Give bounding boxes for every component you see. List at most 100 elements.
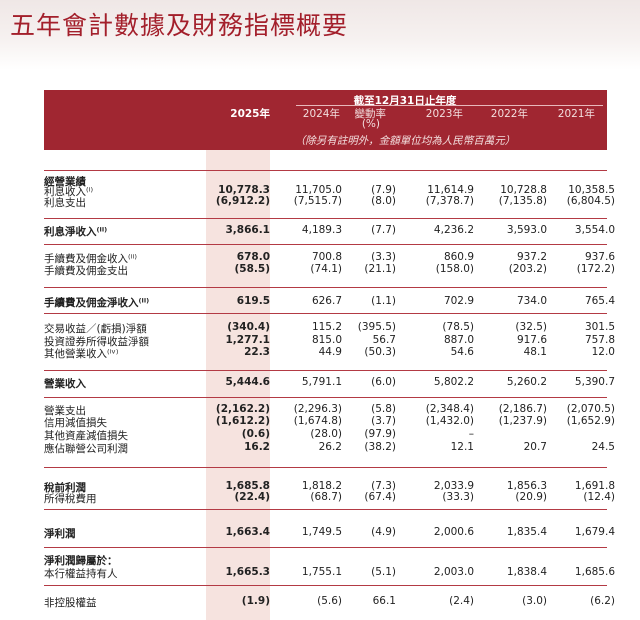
cell-value: (158.0)	[435, 263, 474, 275]
cell-value: 1,277.1	[225, 334, 270, 346]
row-separator	[44, 585, 607, 586]
cell-value: (2,348.4)	[425, 403, 474, 415]
cell-value: 2,003.0	[433, 566, 474, 578]
cell-value: 1,838.4	[506, 566, 547, 578]
cell-value: 24.5	[591, 441, 615, 453]
cell-value: (7.7)	[371, 224, 396, 236]
cell-value: 5,390.7	[574, 376, 615, 388]
row-label: 手續費及佣金支出	[44, 265, 128, 277]
table-row: 利息收入⁽ⁱ⁾ 10,778.3 11,705.0 (7.9) 11,614.9 10,7…	[44, 184, 615, 198]
header-background	[0, 0, 640, 70]
cell-value: 1,856.3	[506, 480, 547, 492]
cell-value: 1,749.5	[301, 526, 342, 538]
cell-value: (32.5)	[515, 321, 547, 333]
cell-value: 5,802.2	[433, 376, 474, 388]
cell-value: (1,612.2)	[215, 415, 270, 427]
cell-value: (8.0)	[371, 195, 396, 207]
cell-value: (1.1)	[371, 295, 396, 307]
cell-value: (74.1)	[310, 263, 342, 275]
table-row: 本行權益持有人 1,665.3 1,755.1 (5.1) 2,003.0 1,838.4…	[44, 566, 615, 580]
row-separator	[44, 547, 607, 548]
cell-value: (3.7)	[371, 415, 396, 427]
cell-value: 815.0	[311, 334, 342, 346]
cell-value: (6,912.2)	[215, 195, 270, 207]
cell-value: (58.5)	[234, 263, 270, 275]
cell-value: 12.0	[591, 346, 615, 358]
row-separator	[44, 397, 607, 398]
cell-value: 678.0	[236, 251, 270, 263]
table-row: 利息支出 (6,912.2) (7,515.7) (8.0) (7,378.7) (7,1…	[44, 195, 615, 209]
cell-value: (67.4)	[364, 491, 396, 503]
cell-value: (203.2)	[508, 263, 547, 275]
cell-value: (1,237.9)	[498, 415, 547, 427]
table-row: 手續費及佣金淨收入⁽ⁱⁱ⁾ 619.5 626.7 (1.1) 702.9 734.0 76…	[44, 295, 615, 309]
row-separator	[44, 244, 607, 245]
cell-value: 702.9	[443, 295, 474, 307]
cell-value: 16.2	[244, 441, 270, 453]
cell-value: (97.9)	[364, 428, 396, 440]
cell-value: (7,515.7)	[293, 195, 342, 207]
change-rate-header: 變動率	[354, 108, 387, 120]
table-row: 稅前利潤 1,685.8 1,818.2 (7.3) 2,033.9 1,856.3 1,6…	[44, 480, 615, 494]
cell-value: 3,866.1	[225, 224, 270, 236]
cell-value: 4,189.3	[301, 224, 342, 236]
table-row: 非控股權益 (1.9) (5.6) 66.1 (2.4) (3.0) (6.2)	[44, 595, 615, 609]
cell-value: (20.9)	[515, 491, 547, 503]
cell-value: 626.7	[311, 295, 342, 307]
row-label: 其他營業收入⁽ⁱᵛ⁾	[44, 348, 119, 360]
year-header-2024: 2024年	[302, 108, 340, 120]
cell-value: 1,818.2	[301, 480, 342, 492]
cell-value: (33.3)	[442, 491, 474, 503]
cell-value: (1,652.9)	[566, 415, 615, 427]
row-label: 應佔聯營公司利潤	[44, 443, 128, 455]
cell-value: 1,685.6	[574, 566, 615, 578]
cell-value: 10,358.5	[568, 184, 615, 196]
cell-value: (78.5)	[442, 321, 474, 333]
cell-value: (5.1)	[371, 566, 396, 578]
cell-value: 700.8	[311, 251, 342, 263]
cell-value: (2.4)	[449, 595, 474, 607]
row-separator	[44, 218, 607, 219]
cell-value: 20.7	[523, 441, 547, 453]
row-separator	[44, 287, 607, 288]
year-header-2022: 2022年	[490, 108, 528, 120]
row-label: 交易收益／(虧損)淨額	[44, 323, 147, 335]
cell-value: (2,070.5)	[566, 403, 615, 415]
cell-value: 56.7	[372, 334, 396, 346]
cell-value: 5,791.1	[301, 376, 342, 388]
table-row: 營業支出 (2,162.2) (2,296.3) (5.8) (2,348.4) (2,1…	[44, 403, 615, 417]
cell-value: (1,432.0)	[425, 415, 474, 427]
cell-value: (395.5)	[357, 321, 396, 333]
header-divider	[296, 105, 603, 106]
cell-value: 1,755.1	[301, 566, 342, 578]
row-label: 本行權益持有人	[44, 568, 118, 580]
row-separator	[44, 170, 607, 171]
cell-value: 860.9	[443, 251, 474, 263]
cell-value: (7,135.8)	[498, 195, 547, 207]
cell-value: (172.2)	[576, 263, 615, 275]
cell-value: 301.5	[584, 321, 615, 333]
cell-value: 937.6	[584, 251, 615, 263]
row-label: 淨利潤歸屬於：	[44, 555, 118, 567]
cell-value: 1,663.4	[225, 526, 270, 538]
cell-value: 26.2	[318, 441, 342, 453]
row-label: 利息支出	[44, 197, 86, 209]
row-label: 非控股權益	[44, 597, 97, 609]
cell-value: 937.2	[516, 251, 547, 263]
row-label: 營業支出	[44, 405, 86, 417]
row-label: 信用減值損失	[44, 417, 107, 429]
cell-value: 5,444.6	[225, 376, 270, 388]
unit-note: （除另有註明外，金額單位均為人民幣百萬元）	[294, 135, 516, 147]
cell-value: (6.2)	[590, 595, 615, 607]
table-row: 投資證券所得收益淨額 1,277.1 815.0 56.7 887.0 917.6 757.…	[44, 334, 615, 348]
cell-value: (6,804.5)	[566, 195, 615, 207]
cell-value: (2,296.3)	[293, 403, 342, 415]
cell-value: 619.5	[236, 295, 270, 307]
cell-value: (7,378.7)	[425, 195, 474, 207]
row-separator	[44, 467, 607, 468]
year-header-2021: 2021年	[557, 108, 595, 120]
row-label: 投資證券所得收益淨額	[44, 336, 149, 348]
row-label: 其他資產減值損失	[44, 430, 128, 442]
row-separator	[44, 509, 607, 510]
table-row: 營業收入 5,444.6 5,791.1 (6.0) 5,802.2 5,260.2 5,3…	[44, 376, 615, 390]
